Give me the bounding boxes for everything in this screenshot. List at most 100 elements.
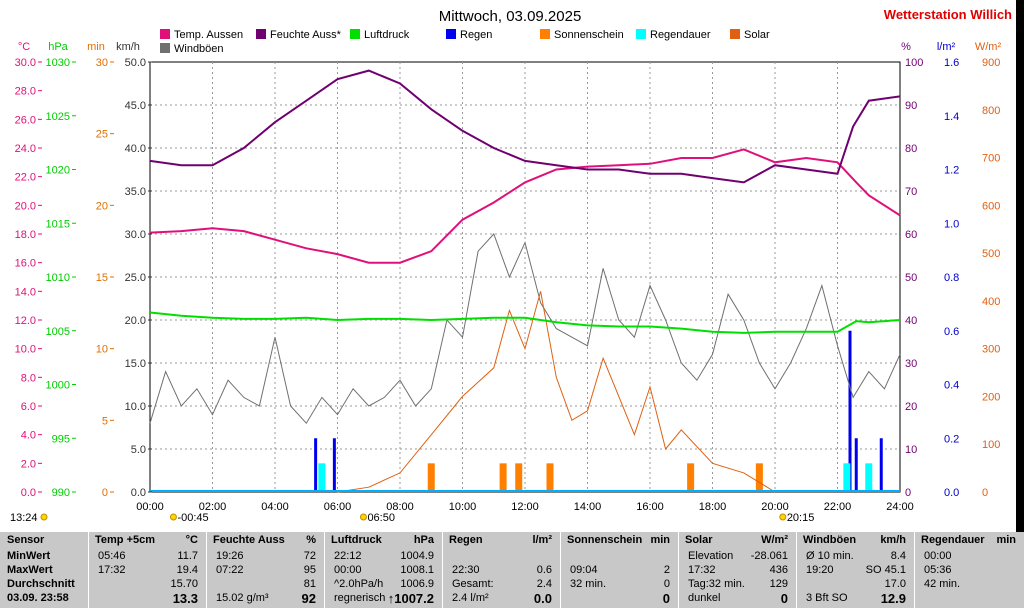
stats-unit: hPa bbox=[413, 534, 434, 546]
tick-solar: 900 bbox=[982, 57, 1000, 69]
tick-rain: 1.6 bbox=[944, 57, 959, 69]
stats-value: 0.6 bbox=[536, 564, 552, 576]
stats-value: SO 45.1 bbox=[865, 564, 906, 576]
legend-swatch bbox=[350, 29, 360, 39]
stats-label: 19:26 bbox=[216, 550, 244, 562]
tick-x: 08:00 bbox=[386, 501, 414, 513]
stats-label: 2.4 l/m² bbox=[452, 592, 489, 604]
stats-header: Feuchte Auss bbox=[213, 534, 285, 546]
bar-regen bbox=[332, 438, 336, 492]
tick-humidity: 90 bbox=[905, 100, 917, 112]
tick-pressure: 1000 bbox=[46, 380, 70, 392]
column-separator bbox=[324, 532, 325, 608]
tick-wind: 5.0 bbox=[131, 444, 146, 456]
stats-value: 0.0 bbox=[533, 591, 552, 606]
bar-sonnenschein bbox=[687, 463, 695, 492]
stats-label: 3 Bft SO bbox=[806, 592, 848, 604]
sun-marker-icon bbox=[40, 513, 48, 521]
stats-column: Temp +5cm °C 05:46 11.7 17:32 19.4 15.70 13.3 bbox=[88, 532, 206, 608]
stats-column: Luftdruck hPa 22:12 1004.9 00:00 1008.1 ^2.0hP… bbox=[324, 532, 442, 608]
axis-unit-pressure: hPa bbox=[48, 41, 68, 53]
stats-value: 0 bbox=[662, 591, 670, 606]
axis-unit-wind: km/h bbox=[116, 41, 140, 53]
stats-header: Regendauer bbox=[921, 534, 985, 546]
stats-value: 11.7 bbox=[177, 550, 198, 562]
stats-value: 2.4 bbox=[536, 578, 552, 590]
tick-wind: 10.0 bbox=[125, 401, 146, 413]
stats-header: Sonnenschein bbox=[567, 534, 643, 546]
tick-sunshine: 30 bbox=[96, 57, 108, 69]
stats-value: 15.70 bbox=[170, 578, 198, 590]
tick-wind: 35.0 bbox=[125, 186, 146, 198]
stats-label: MaxWert bbox=[7, 564, 53, 576]
tick-temp: 12.0 bbox=[15, 315, 36, 327]
stats-label: regnerisch bbox=[334, 592, 386, 604]
sun-marker-icon bbox=[359, 513, 367, 521]
stats-header: Regen bbox=[449, 534, 483, 546]
right-edge-bar bbox=[1016, 0, 1024, 532]
stats-header: Luftdruck bbox=[331, 534, 382, 546]
stats-value: 2 bbox=[663, 564, 670, 576]
tick-rain: 0.0 bbox=[944, 487, 959, 499]
tick-pressure: 1005 bbox=[46, 326, 70, 338]
tick-sunshine: 15 bbox=[96, 272, 108, 284]
sun-marker-icon bbox=[169, 513, 177, 521]
tick-humidity: 30 bbox=[905, 358, 917, 370]
station-name: Wetterstation Willich bbox=[884, 7, 1012, 22]
series-layer bbox=[149, 69, 901, 493]
axes: °C 0.0 2.0 4.0 6.0 8.0 10.0 12.0 14.0 16.0 18.0 20.… bbox=[10, 41, 1001, 524]
bar-regen bbox=[848, 330, 852, 492]
stats-value: 95 bbox=[303, 564, 316, 576]
tick-solar: 400 bbox=[982, 296, 1000, 308]
stats-label: Ø 10 min. bbox=[806, 550, 854, 562]
stats-unit: W/m² bbox=[761, 534, 788, 546]
statistics-table: Sensor MinWert MaxWert Durchschnitt 03.09. 2… bbox=[0, 532, 1024, 608]
tick-solar: 600 bbox=[982, 200, 1000, 212]
tick-temp: 20.0 bbox=[15, 200, 36, 212]
stats-label: dunkel bbox=[688, 592, 721, 604]
tick-x: 00:00 bbox=[136, 501, 164, 513]
column-separator bbox=[206, 532, 207, 608]
tick-wind: 45.0 bbox=[125, 100, 146, 112]
stats-label: MinWert bbox=[7, 550, 51, 562]
stats-label: 09:04 bbox=[570, 564, 598, 576]
stats-value: ↑1007.2 bbox=[387, 591, 434, 606]
tick-x: 22:00 bbox=[824, 501, 852, 513]
tick-sunshine: 10 bbox=[96, 344, 108, 356]
tick-wind: 15.0 bbox=[125, 358, 146, 370]
stats-unit: km/h bbox=[880, 534, 906, 546]
tick-wind: 40.0 bbox=[125, 143, 146, 155]
tick-sunshine: 0 bbox=[102, 487, 108, 499]
stats-label: 19:20 bbox=[806, 564, 834, 576]
stats-value: 0 bbox=[663, 578, 670, 590]
tick-x: 18:00 bbox=[699, 501, 727, 513]
stats-value: -28.061 bbox=[750, 550, 788, 562]
stats-header: Temp +5cm bbox=[95, 534, 156, 546]
stats-value: 129 bbox=[769, 578, 788, 590]
axis-unit-temp: °C bbox=[18, 41, 30, 53]
column-separator bbox=[442, 532, 443, 608]
tick-sunshine: 5 bbox=[102, 415, 108, 427]
stats-unit: % bbox=[306, 534, 316, 546]
stats-unit: min bbox=[996, 534, 1016, 546]
stats-label: 05:36 bbox=[924, 564, 952, 576]
tick-sunshine: 25 bbox=[96, 129, 108, 141]
stats-label: 15.02 g/m³ bbox=[216, 592, 269, 604]
tick-temp: 18.0 bbox=[15, 229, 36, 241]
bar-sonnenschein bbox=[427, 463, 435, 492]
stats-value: 436 bbox=[769, 564, 788, 576]
tick-solar: 800 bbox=[982, 105, 1000, 117]
tick-pressure: 1020 bbox=[46, 165, 70, 177]
tick-humidity: 40 bbox=[905, 315, 917, 327]
legend-label: Feuchte Auss* bbox=[270, 29, 342, 41]
stats-value: 81 bbox=[303, 578, 316, 590]
tick-temp: 22.0 bbox=[15, 172, 36, 184]
stats-label: Gesamt: bbox=[452, 578, 494, 590]
series-luftdruck bbox=[149, 311, 901, 334]
stats-label: 17:32 bbox=[98, 564, 126, 576]
stats-column: Solar W/m² Elevation -28.061 17:32 436 Tag:32 … bbox=[678, 532, 796, 608]
column-separator bbox=[560, 532, 561, 608]
series-windb-en bbox=[149, 233, 901, 425]
axis-unit-solar: W/m² bbox=[975, 41, 1002, 53]
tick-humidity: 10 bbox=[905, 444, 917, 456]
